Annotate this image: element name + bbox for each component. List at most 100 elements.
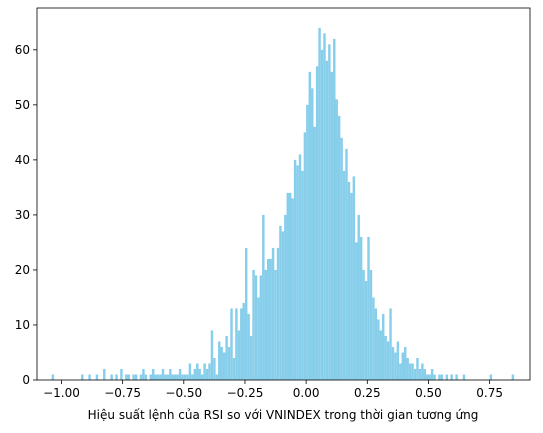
- bar: [230, 308, 233, 380]
- bar: [386, 341, 390, 380]
- bar: [357, 214, 360, 380]
- bar: [110, 374, 113, 380]
- y-tick-label: 10: [15, 318, 30, 332]
- bar: [403, 346, 407, 380]
- bar: [161, 368, 165, 380]
- bar: [149, 374, 152, 380]
- bar: [156, 374, 160, 380]
- bar: [208, 363, 211, 380]
- bar: [364, 280, 368, 380]
- bar: [379, 330, 382, 380]
- bar: [394, 352, 397, 380]
- bar: [266, 258, 270, 380]
- bar: [306, 104, 309, 380]
- bar: [242, 302, 245, 380]
- bar: [298, 154, 302, 380]
- bar: [95, 374, 99, 380]
- bar: [408, 363, 412, 380]
- bar: [428, 374, 431, 380]
- bar: [286, 192, 290, 380]
- x-tick-label: 0.00: [293, 386, 320, 400]
- bar: [139, 374, 143, 380]
- x-axis-label: Hiệu suất lệnh của RSI so với VNINDEX tr…: [88, 408, 479, 422]
- bar: [426, 374, 429, 380]
- bar: [222, 352, 226, 380]
- bar: [333, 38, 336, 381]
- bar: [462, 374, 466, 380]
- bar: [450, 374, 453, 380]
- bar: [178, 368, 182, 380]
- bar: [120, 368, 123, 380]
- bar: [389, 308, 392, 380]
- bar: [372, 297, 375, 380]
- bar: [264, 269, 267, 380]
- bar: [144, 374, 148, 380]
- bar: [166, 374, 170, 380]
- bar: [350, 192, 353, 380]
- bar: [181, 374, 184, 380]
- bar: [174, 374, 177, 380]
- bar: [421, 363, 424, 380]
- bar: [342, 170, 346, 380]
- bar: [154, 374, 157, 380]
- bar: [291, 198, 294, 380]
- x-tick-label: 0.50: [415, 386, 442, 400]
- y-tick-label: 60: [15, 43, 30, 57]
- plot-frame: [36, 7, 531, 381]
- bar: [210, 330, 214, 380]
- bar: [438, 374, 441, 380]
- bar: [289, 192, 292, 380]
- bar: [362, 269, 365, 380]
- bar: [205, 368, 209, 380]
- bar: [196, 363, 199, 380]
- bar: [81, 374, 84, 380]
- bar: [413, 368, 417, 380]
- bar: [240, 308, 243, 380]
- bar: [374, 308, 378, 380]
- bar: [423, 368, 427, 380]
- bar: [215, 374, 219, 380]
- bar: [313, 126, 316, 380]
- bar: [198, 368, 201, 380]
- bar: [337, 115, 341, 381]
- bar: [445, 374, 449, 380]
- bar: [303, 132, 307, 380]
- bar: [355, 242, 358, 380]
- bar: [127, 374, 130, 380]
- bar: [367, 236, 370, 380]
- bar: [227, 346, 231, 380]
- bar: [191, 374, 194, 380]
- bar: [164, 374, 167, 380]
- bar: [171, 374, 175, 380]
- bar: [142, 368, 145, 380]
- bar: [279, 225, 282, 380]
- bar: [323, 33, 326, 381]
- bar: [381, 313, 385, 380]
- bar: [252, 269, 255, 380]
- bar: [301, 170, 304, 380]
- bar: [433, 374, 436, 380]
- bar: [249, 335, 253, 380]
- x-tick-label: −0.50: [165, 386, 202, 400]
- bar: [359, 236, 363, 380]
- bar: [125, 374, 128, 380]
- bar: [169, 368, 172, 380]
- bar: [193, 368, 197, 380]
- bar: [262, 214, 265, 380]
- bar: [51, 374, 55, 380]
- bar: [274, 269, 277, 380]
- bar: [134, 374, 138, 380]
- bar: [391, 346, 395, 380]
- bar: [151, 368, 155, 380]
- y-tick-label: 0: [22, 373, 30, 387]
- bar: [284, 214, 287, 380]
- bar: [345, 148, 348, 380]
- bar: [257, 297, 260, 380]
- bar: [218, 341, 221, 380]
- bar: [377, 319, 380, 380]
- y-tick-label: 50: [15, 98, 30, 112]
- x-tick-label: −0.75: [104, 386, 141, 400]
- bar: [281, 231, 285, 380]
